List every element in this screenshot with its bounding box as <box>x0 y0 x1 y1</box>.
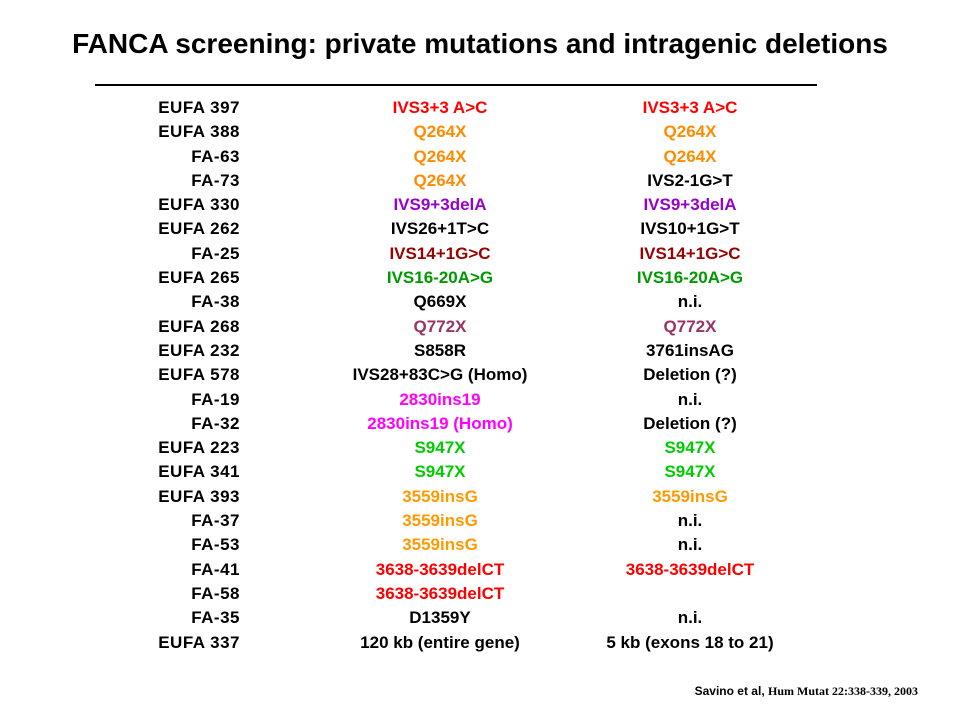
patient-id: FA-58 <box>191 583 240 603</box>
mutation-allele-1: IVS9+3delA <box>393 195 487 215</box>
mutation-allele-1: 3559insG <box>402 486 478 506</box>
mutation-allele-1: Q264X <box>413 122 467 142</box>
table-row: EUFA 388 Q264X Q264X <box>0 120 960 144</box>
patient-id: FA-32 <box>191 413 240 433</box>
mutation-allele-2: Q264X <box>663 122 717 142</box>
mutation-allele-1: Q264X <box>413 146 467 166</box>
mutation-allele-1: S858R <box>414 340 466 360</box>
mutation-allele-1: IVS16-20A>G <box>386 268 494 288</box>
mutation-allele-2: n.i. <box>677 389 703 409</box>
table-row: EUFA 262 IVS26+1T>C IVS10+1G>T <box>0 217 960 241</box>
mutation-allele-2: 3559insG <box>652 486 728 506</box>
mutation-allele-1: 3638-3639delCT <box>375 559 505 579</box>
patient-id: FA-73 <box>191 170 240 190</box>
mutation-allele-2: IVS2-1G>T <box>647 170 733 190</box>
table-row: FA-37 3559insG n.i. <box>0 509 960 533</box>
mutation-allele-2: IVS14+1G>C <box>639 243 741 263</box>
mutation-allele-2: n.i. <box>677 292 703 312</box>
mutation-allele-1: 2830ins19 <box>399 389 481 409</box>
table-row: FA-19 2830ins19 n.i. <box>0 388 960 412</box>
table-row: FA-53 3559insG n.i. <box>0 533 960 557</box>
mutation-allele-2: 5 kb (exons 18 to 21) <box>606 632 774 652</box>
mutation-allele-2: IVS9+3delA <box>643 195 737 215</box>
mutation-allele-1: IVS28+83C>G (Homo) <box>352 365 528 385</box>
patient-id: EUFA 337 <box>158 632 240 652</box>
table-row: EUFA 393 3559insG 3559insG <box>0 485 960 509</box>
mutation-allele-2: S947X <box>664 438 716 458</box>
patient-id: FA-53 <box>191 535 240 555</box>
table-row: FA-25 IVS14+1G>C IVS14+1G>C <box>0 242 960 266</box>
table-row: EUFA 223 S947X S947X <box>0 436 960 460</box>
patient-id: FA-35 <box>191 608 240 628</box>
citation: Savino et al, Hum Mutat 22:338-339, 2003 <box>695 684 918 699</box>
patient-id: FA-25 <box>191 243 240 263</box>
mutation-allele-2: IVS10+1G>T <box>640 219 740 239</box>
patient-id: EUFA 578 <box>158 365 240 385</box>
table-row: EUFA 232 S858R 3761insAG <box>0 339 960 363</box>
patient-id: EUFA 265 <box>158 268 240 288</box>
mutation-allele-2: Deletion (?) <box>643 365 737 385</box>
mutation-allele-2: S947X <box>664 462 716 482</box>
table-row: EUFA 268 Q772X Q772X <box>0 315 960 339</box>
slide-title: FANCA screening: private mutations and i… <box>72 28 888 59</box>
mutation-allele-2: n.i. <box>677 535 703 555</box>
patient-id: EUFA 341 <box>158 462 240 482</box>
patient-id: FA-63 <box>191 146 240 166</box>
patient-id: FA-41 <box>191 559 240 579</box>
table-row: EUFA 341 S947X S947X <box>0 460 960 484</box>
patient-id: EUFA 262 <box>158 219 240 239</box>
mutation-allele-1: 120 kb (entire gene) <box>360 632 520 652</box>
mutation-allele-1: D1359Y <box>409 608 471 628</box>
mutation-allele-1: 3638-3639delCT <box>375 583 505 603</box>
mutation-allele-1: Q669X <box>413 292 467 312</box>
mutation-table: EUFA 397 IVS3+3 A>C IVS3+3 A>C EUFA 388 Q264… <box>0 96 960 655</box>
patient-id: FA-19 <box>191 389 240 409</box>
patient-id: EUFA 397 <box>158 98 240 117</box>
table-row: EUFA 337 120 kb (entire gene) 5 kb (exons … <box>0 631 960 655</box>
patient-id: EUFA 268 <box>158 316 240 336</box>
table-row: FA-63 Q264X Q264X <box>0 145 960 169</box>
table-row: FA-32 2830ins19 (Homo) Deletion (?) <box>0 412 960 436</box>
mutation-allele-2: n.i. <box>677 608 703 628</box>
mutation-allele-2: Q264X <box>663 146 717 166</box>
table-row: EUFA 265 IVS16-20A>G IVS16-20A>G <box>0 266 960 290</box>
patient-id: FA-38 <box>191 292 240 312</box>
mutation-allele-2: IVS3+3 A>C <box>642 98 738 117</box>
mutation-allele-2: Deletion (?) <box>643 413 737 433</box>
mutation-allele-1: IVS14+1G>C <box>389 243 491 263</box>
mutation-allele-2: 3638-3639delCT <box>625 559 755 579</box>
mutation-allele-1: IVS26+1T>C <box>390 219 490 239</box>
citation-authors: Savino et al, <box>694 684 765 698</box>
table-row: FA-58 3638-3639delCT <box>0 582 960 606</box>
mutation-allele-1: Q772X <box>413 316 467 336</box>
table-row: FA-41 3638-3639delCT 3638-3639delCT <box>0 558 960 582</box>
patient-id: EUFA 393 <box>158 486 240 506</box>
citation-journal: Hum Mutat 22:338-339, 2003 <box>768 684 918 698</box>
title-underline <box>95 84 817 86</box>
mutation-allele-2: 3761insAG <box>646 340 734 360</box>
mutation-allele-1: 2830ins19 (Homo) <box>367 413 513 433</box>
patient-id: EUFA 330 <box>158 195 240 215</box>
table-row: FA-35 D1359Y n.i. <box>0 606 960 630</box>
mutation-allele-2: Q772X <box>663 316 717 336</box>
patient-id: EUFA 232 <box>158 340 240 360</box>
table-row: FA-38 Q669X n.i. <box>0 290 960 314</box>
table-row: EUFA 578 IVS28+83C>G (Homo) Deletion (?) <box>0 363 960 387</box>
mutation-allele-1: S947X <box>414 462 466 482</box>
mutation-allele-1: 3559insG <box>402 511 478 531</box>
patient-id: EUFA 388 <box>158 122 240 142</box>
table-row: FA-73 Q264X IVS2-1G>T <box>0 169 960 193</box>
patient-id: EUFA 223 <box>158 438 240 458</box>
mutation-allele-1: Q264X <box>413 170 467 190</box>
mutation-allele-2: n.i. <box>677 511 703 531</box>
mutation-allele-1: 3559insG <box>402 535 478 555</box>
mutation-allele-2: IVS16-20A>G <box>636 268 744 288</box>
mutation-allele-1: S947X <box>414 438 466 458</box>
table-row: EUFA 330 IVS9+3delA IVS9+3delA <box>0 193 960 217</box>
mutation-allele-1: IVS3+3 A>C <box>392 98 488 117</box>
patient-id: FA-37 <box>191 511 240 531</box>
table-row: EUFA 397 IVS3+3 A>C IVS3+3 A>C <box>0 96 960 120</box>
